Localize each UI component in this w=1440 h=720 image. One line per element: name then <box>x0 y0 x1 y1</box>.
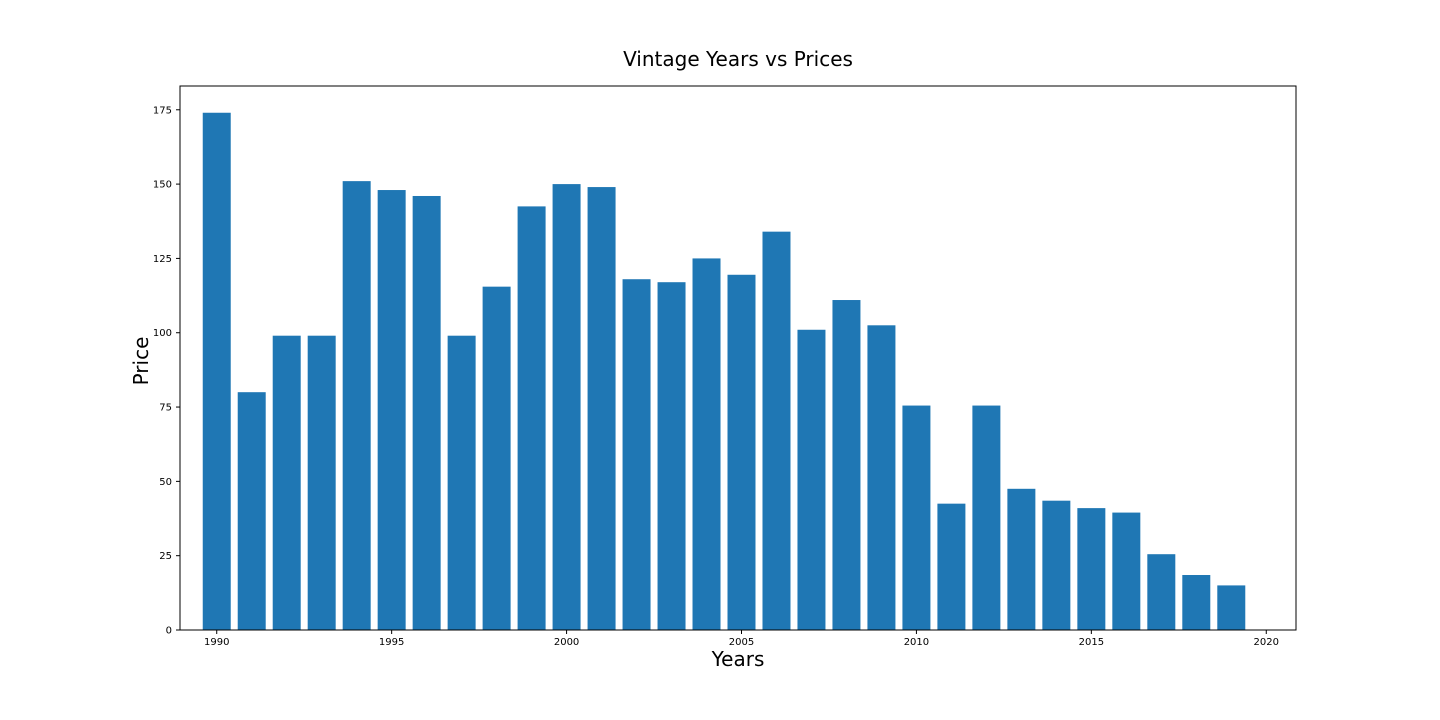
bar-1998 <box>482 286 511 630</box>
y-tick-label: 75 <box>159 403 172 414</box>
bar-2003 <box>657 282 686 630</box>
bar-2010 <box>902 405 931 630</box>
bar-1992 <box>272 335 301 630</box>
x-tick-label: 2010 <box>904 637 929 648</box>
chart-title: Vintage Years vs Prices <box>623 47 853 71</box>
x-axis-ticks: 1990 1995 2000 2005 2010 2015 2020 <box>204 630 1279 648</box>
bar-1996 <box>412 195 441 631</box>
bar-2002 <box>622 279 651 630</box>
bar-1995 <box>377 190 406 631</box>
bar-2012 <box>972 405 1001 630</box>
bar-1991 <box>237 392 266 630</box>
x-tick-label: 1990 <box>204 637 229 648</box>
bar-2006 <box>762 231 791 630</box>
bar-2005 <box>727 274 756 630</box>
x-tick-label: 2005 <box>729 637 754 648</box>
bars-group <box>202 112 1246 631</box>
bar-2009 <box>867 325 896 630</box>
y-axis-label: Price <box>129 337 153 386</box>
x-tick-label: 2000 <box>554 637 579 648</box>
bar-1994 <box>342 181 371 630</box>
y-tick-label: 25 <box>159 551 172 562</box>
bar-2017 <box>1147 554 1176 630</box>
bar-2001 <box>587 187 616 630</box>
x-axis-label: Years <box>711 647 765 671</box>
y-tick-label: 100 <box>153 328 172 339</box>
y-tick-label: 0 <box>166 626 172 637</box>
y-tick-label: 50 <box>159 477 172 488</box>
bar-2004 <box>692 258 721 630</box>
bar-2018 <box>1182 575 1211 630</box>
y-tick-label: 150 <box>153 180 172 191</box>
plot-frame <box>179 85 1297 631</box>
x-tick-label: 1995 <box>379 637 404 648</box>
y-axis-ticks: 0 25 50 75 100 125 150 175 <box>153 105 180 637</box>
bar-2019 <box>1217 585 1246 630</box>
bar-2007 <box>797 329 826 630</box>
bar-1999 <box>517 206 546 630</box>
x-tick-label: 2015 <box>1079 637 1104 648</box>
y-tick-label: 175 <box>153 105 172 116</box>
bar-2015 <box>1077 508 1106 630</box>
bar-2000 <box>552 184 581 630</box>
bar-2008 <box>832 300 861 630</box>
bar-2014 <box>1042 500 1071 630</box>
y-tick-label: 125 <box>153 254 172 265</box>
bar-2013 <box>1007 488 1036 630</box>
bar-1997 <box>447 335 476 630</box>
bar-1993 <box>307 335 336 630</box>
bar-2011 <box>937 503 966 630</box>
bar-1990 <box>202 112 231 630</box>
bar-2016 <box>1112 512 1141 630</box>
x-tick-label: 2020 <box>1254 637 1279 648</box>
